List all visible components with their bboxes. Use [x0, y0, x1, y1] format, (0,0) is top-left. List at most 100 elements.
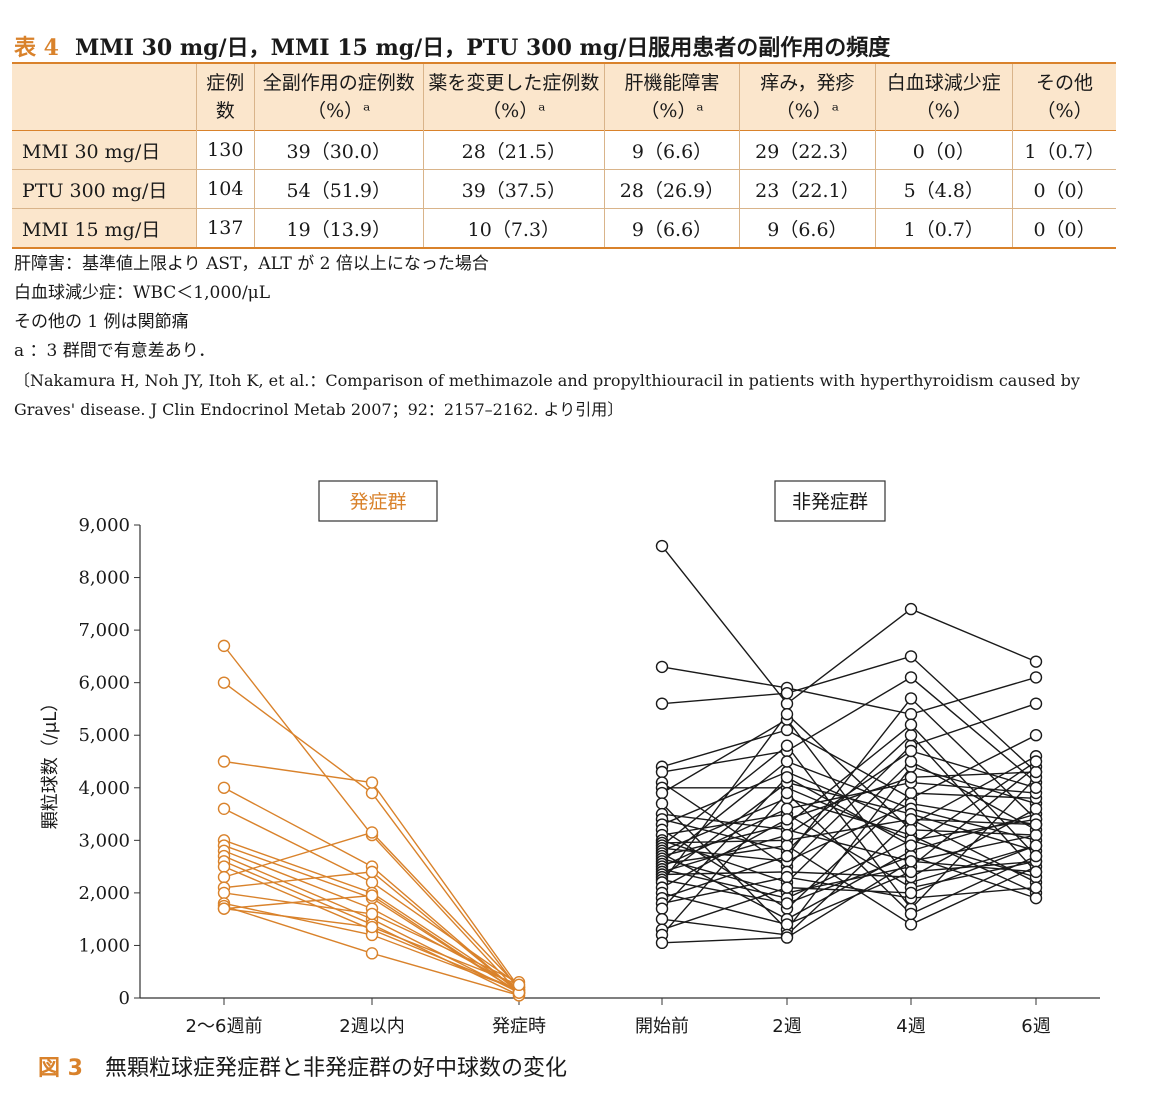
table-cell: 39（37.5）	[423, 169, 605, 209]
subject-line	[661, 781, 1037, 868]
subject-line	[661, 545, 1037, 705]
subject-line	[661, 729, 1037, 800]
data-point	[655, 539, 669, 553]
data-point	[655, 902, 669, 915]
group-label: 発症群	[349, 491, 406, 513]
table-cell: 29（22.3）	[739, 130, 876, 170]
data-point	[1029, 849, 1043, 863]
table-cell: 104	[196, 169, 255, 209]
data-point	[217, 755, 231, 768]
note-line: その他の 1 例は関節痛	[14, 312, 189, 332]
citation-line: 〔Nakamura H, Noh JY, Itoh K, et al.：Comp…	[14, 371, 1080, 390]
data-point	[780, 697, 794, 710]
table-header-row: 症例数 全副作用の症例数（%）ᵃ 薬を変更した症例数（%）ᵃ 肝機能障害（%）ᵃ…	[12, 63, 1116, 131]
y-tick-label: 7,000	[78, 620, 130, 641]
table-cell: 130	[196, 130, 255, 170]
data-point	[217, 781, 231, 794]
data-point	[1029, 891, 1043, 905]
data-point	[1029, 755, 1043, 768]
note-line: 白血球減少症：WBC＜1,000/μL	[14, 283, 271, 303]
y-tick-label: 8,000	[78, 568, 130, 589]
data-point	[780, 897, 794, 910]
data-point	[904, 744, 918, 758]
table-cell: 5（4.8）	[875, 169, 1014, 209]
data-point	[1029, 781, 1043, 794]
table-cell: 1（0.7）	[1024, 140, 1105, 163]
table-notes: 肝障害：基準値上限より AST，ALT が 2 倍以上になった場合 白血球減少症…	[14, 250, 1080, 424]
data-point	[1029, 802, 1043, 815]
y-tick-label: 0	[119, 988, 130, 1009]
subject-line	[661, 797, 1037, 894]
subject-line	[661, 697, 1037, 899]
data-point	[904, 650, 918, 663]
citation-line: Graves' disease. J Clin Endocrinol Metab…	[14, 400, 624, 419]
header-cell: 痒み，発疹（%）ᵃ	[739, 63, 876, 131]
subject-line	[661, 655, 1037, 773]
table-cell: 0（0）	[1033, 218, 1096, 241]
group-label-box	[774, 480, 886, 522]
figure-caption-text: 無顆粒球症発症群と非発症群の好中球数の変化	[104, 1056, 567, 1081]
x-tick-label: 4週	[896, 1016, 925, 1037]
data-point	[904, 907, 918, 921]
header-cell: その他（%）	[1012, 63, 1116, 131]
data-point	[780, 802, 794, 815]
subject-line	[661, 760, 1037, 862]
data-point	[780, 870, 794, 884]
subject-line	[661, 765, 1037, 931]
data-point	[780, 686, 794, 700]
y-tick-label: 5,000	[78, 725, 130, 746]
data-point	[1029, 671, 1043, 684]
data-point	[1029, 655, 1043, 668]
table-row: MMI 30 mg/日 130 39（30.0） 28（21.5） 9（6.6）…	[12, 130, 1116, 170]
table-cell: 137	[196, 208, 255, 248]
subject-line	[661, 771, 1037, 889]
group-label: 非発症群	[792, 491, 868, 513]
data-point	[904, 707, 918, 721]
data-point	[217, 860, 231, 873]
figure-caption: 図 3 無顆粒球症発症群と非発症群の好中球数の変化	[38, 1050, 567, 1082]
subject-line	[661, 808, 1037, 878]
data-point	[1029, 697, 1043, 710]
subject-line	[661, 860, 1037, 944]
y-tick-label: 6,000	[78, 673, 130, 694]
table-cell: 23（22.1）	[739, 169, 876, 209]
data-point	[655, 697, 669, 710]
data-point	[365, 776, 379, 789]
data-point	[904, 865, 918, 879]
figure-label: 図 3	[38, 1056, 83, 1081]
data-point	[904, 602, 918, 616]
data-point	[780, 739, 794, 752]
y-axis-label: 顆粒球数（/μL）	[40, 694, 61, 830]
header-cell: 白血球減少症（%）	[875, 63, 1014, 131]
subject-line	[661, 713, 1037, 883]
subject-line	[661, 818, 1037, 884]
adverse-effects-table: 症例数 全副作用の症例数（%）ᵃ 薬を変更した症例数（%）ᵃ 肝機能障害（%）ᵃ…	[12, 62, 1116, 249]
table-cell: 10（7.3）	[423, 208, 605, 248]
data-point	[655, 797, 669, 810]
data-point	[904, 813, 918, 826]
data-point	[365, 920, 379, 934]
table-cell: 9（6.6）	[604, 130, 741, 170]
data-point	[217, 639, 231, 653]
header-cell: 肝機能障害（%）ᵃ	[604, 63, 741, 131]
data-point	[1029, 865, 1043, 879]
data-point	[365, 826, 379, 839]
x-tick-label: 発症時	[492, 1016, 546, 1037]
table-cell: 19（13.9）	[254, 208, 425, 248]
data-point	[780, 723, 794, 737]
header-cell: 全副作用の症例数（%）ᵃ	[254, 63, 425, 131]
data-point	[904, 886, 918, 900]
data-point	[904, 839, 918, 852]
table-row: MMI 15 mg/日 137 19（13.9） 10（7.3） 9（6.6） …	[12, 208, 1116, 248]
table-cell: 0（0）	[1033, 179, 1096, 202]
data-point	[904, 786, 918, 800]
data-point	[1029, 828, 1043, 842]
data-point	[904, 671, 918, 684]
subject-line	[661, 876, 1037, 905]
y-tick-label: 1,000	[78, 935, 130, 956]
subject-line	[661, 839, 1037, 899]
data-point	[904, 855, 918, 868]
x-tick-label: 2週以内	[339, 1016, 404, 1037]
table-cell: 9（6.6）	[604, 208, 741, 248]
table-title: 表 4 MMI 30 mg/日，MMI 15 mg/日，PTU 300 mg/日服…	[14, 30, 890, 62]
